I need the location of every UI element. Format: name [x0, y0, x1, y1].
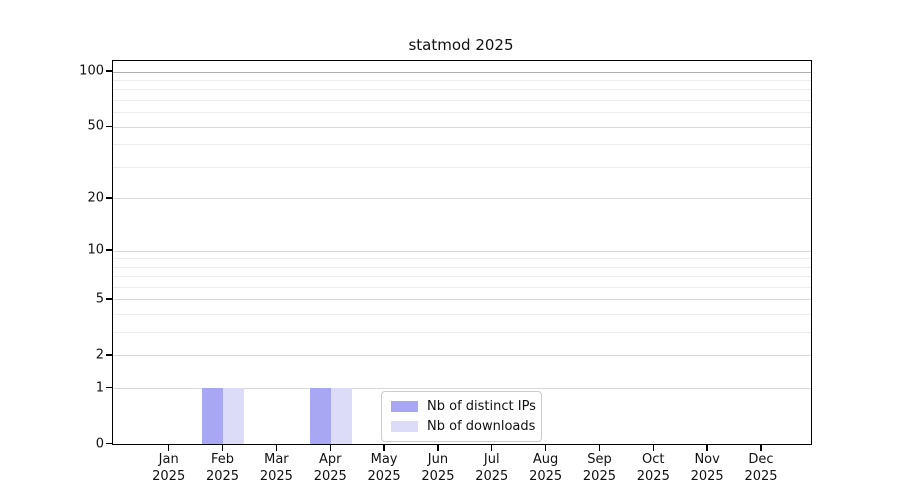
- y-tick: [106, 298, 112, 300]
- gridline-major: [113, 250, 811, 252]
- x-tick: [221, 444, 224, 451]
- x-tick-label: Mar 2025: [259, 452, 293, 484]
- y-tick: [106, 386, 112, 389]
- x-tick: [329, 444, 331, 451]
- gridline-minor: [113, 258, 811, 260]
- x-tick-label: Nov 2025: [690, 452, 724, 484]
- y-tick: [106, 442, 112, 445]
- y-tick: [106, 125, 112, 127]
- y-tick-label: 0: [95, 436, 104, 452]
- x-tick-label: Jan 2025: [152, 452, 186, 484]
- y-tick: [106, 197, 112, 199]
- legend-swatch: [391, 421, 418, 432]
- y-tick-label: 20: [87, 190, 104, 206]
- x-tick: [383, 444, 385, 451]
- legend-label: Nb of downloads: [427, 419, 536, 434]
- x-tick-label: Jun 2025: [421, 452, 455, 484]
- x-tick: [652, 444, 654, 451]
- gridline-major: [113, 71, 811, 73]
- gridline-major: [113, 355, 811, 357]
- legend-item: Nb of distinct IPs: [391, 399, 536, 414]
- bar-nb-of-downloads: [222, 388, 244, 444]
- x-tick-label: Oct 2025: [636, 452, 670, 484]
- legend-item: Nb of downloads: [391, 419, 535, 434]
- y-tick: [106, 70, 112, 72]
- y-tick: [106, 249, 112, 251]
- x-tick-label: Sep 2025: [582, 452, 616, 484]
- gridline-major: [113, 126, 811, 128]
- x-tick: [544, 444, 547, 451]
- x-tick: [491, 444, 493, 451]
- gridline-minor: [113, 100, 811, 102]
- bar-nb-of-distinct-ips: [309, 388, 331, 444]
- legend-swatch: [391, 401, 418, 412]
- gridline-minor: [113, 89, 811, 91]
- bar-nb-of-distinct-ips: [201, 388, 223, 444]
- gridline-minor: [113, 286, 811, 288]
- y-tick-label: 10: [87, 242, 104, 258]
- plot-area: Nb of distinct IPs Nb of downloads: [112, 60, 812, 445]
- chart-title: statmod 2025: [408, 36, 514, 54]
- bar-nb-of-downloads: [330, 388, 352, 444]
- gridline-minor: [113, 332, 811, 334]
- x-tick: [598, 444, 601, 451]
- x-tick: [437, 444, 439, 451]
- x-tick-label: Apr 2025: [313, 452, 347, 484]
- x-tick-label: Dec 2025: [744, 452, 778, 484]
- x-tick-label: May 2025: [367, 452, 401, 484]
- y-tick-label: 100: [79, 63, 104, 79]
- gridline-minor: [113, 266, 811, 268]
- gridline-minor: [113, 144, 811, 146]
- gridline-minor: [113, 80, 811, 81]
- gridline-major: [113, 198, 811, 200]
- y-tick-label: 5: [95, 291, 104, 307]
- y-tick-label: 1: [95, 380, 104, 396]
- y-tick: [106, 354, 112, 356]
- x-tick: [168, 444, 170, 451]
- x-tick-label: Aug 2025: [529, 452, 563, 484]
- gridline-major: [113, 388, 811, 390]
- legend: Nb of distinct IPs Nb of downloads: [381, 391, 542, 442]
- gridline-minor: [113, 276, 811, 278]
- gridline-major: [113, 299, 811, 301]
- x-tick: [706, 444, 708, 451]
- x-tick-label: Feb 2025: [205, 452, 240, 484]
- x-tick: [275, 444, 278, 451]
- x-tick-label: Jul 2025: [475, 452, 509, 484]
- legend-label: Nb of distinct IPs: [427, 399, 536, 414]
- y-tick-label: 50: [87, 118, 104, 134]
- y-tick-label: 2: [95, 347, 104, 363]
- gridline-minor: [113, 314, 811, 316]
- gridline-minor: [113, 112, 811, 114]
- gridline-minor: [113, 166, 811, 168]
- x-tick: [760, 444, 762, 451]
